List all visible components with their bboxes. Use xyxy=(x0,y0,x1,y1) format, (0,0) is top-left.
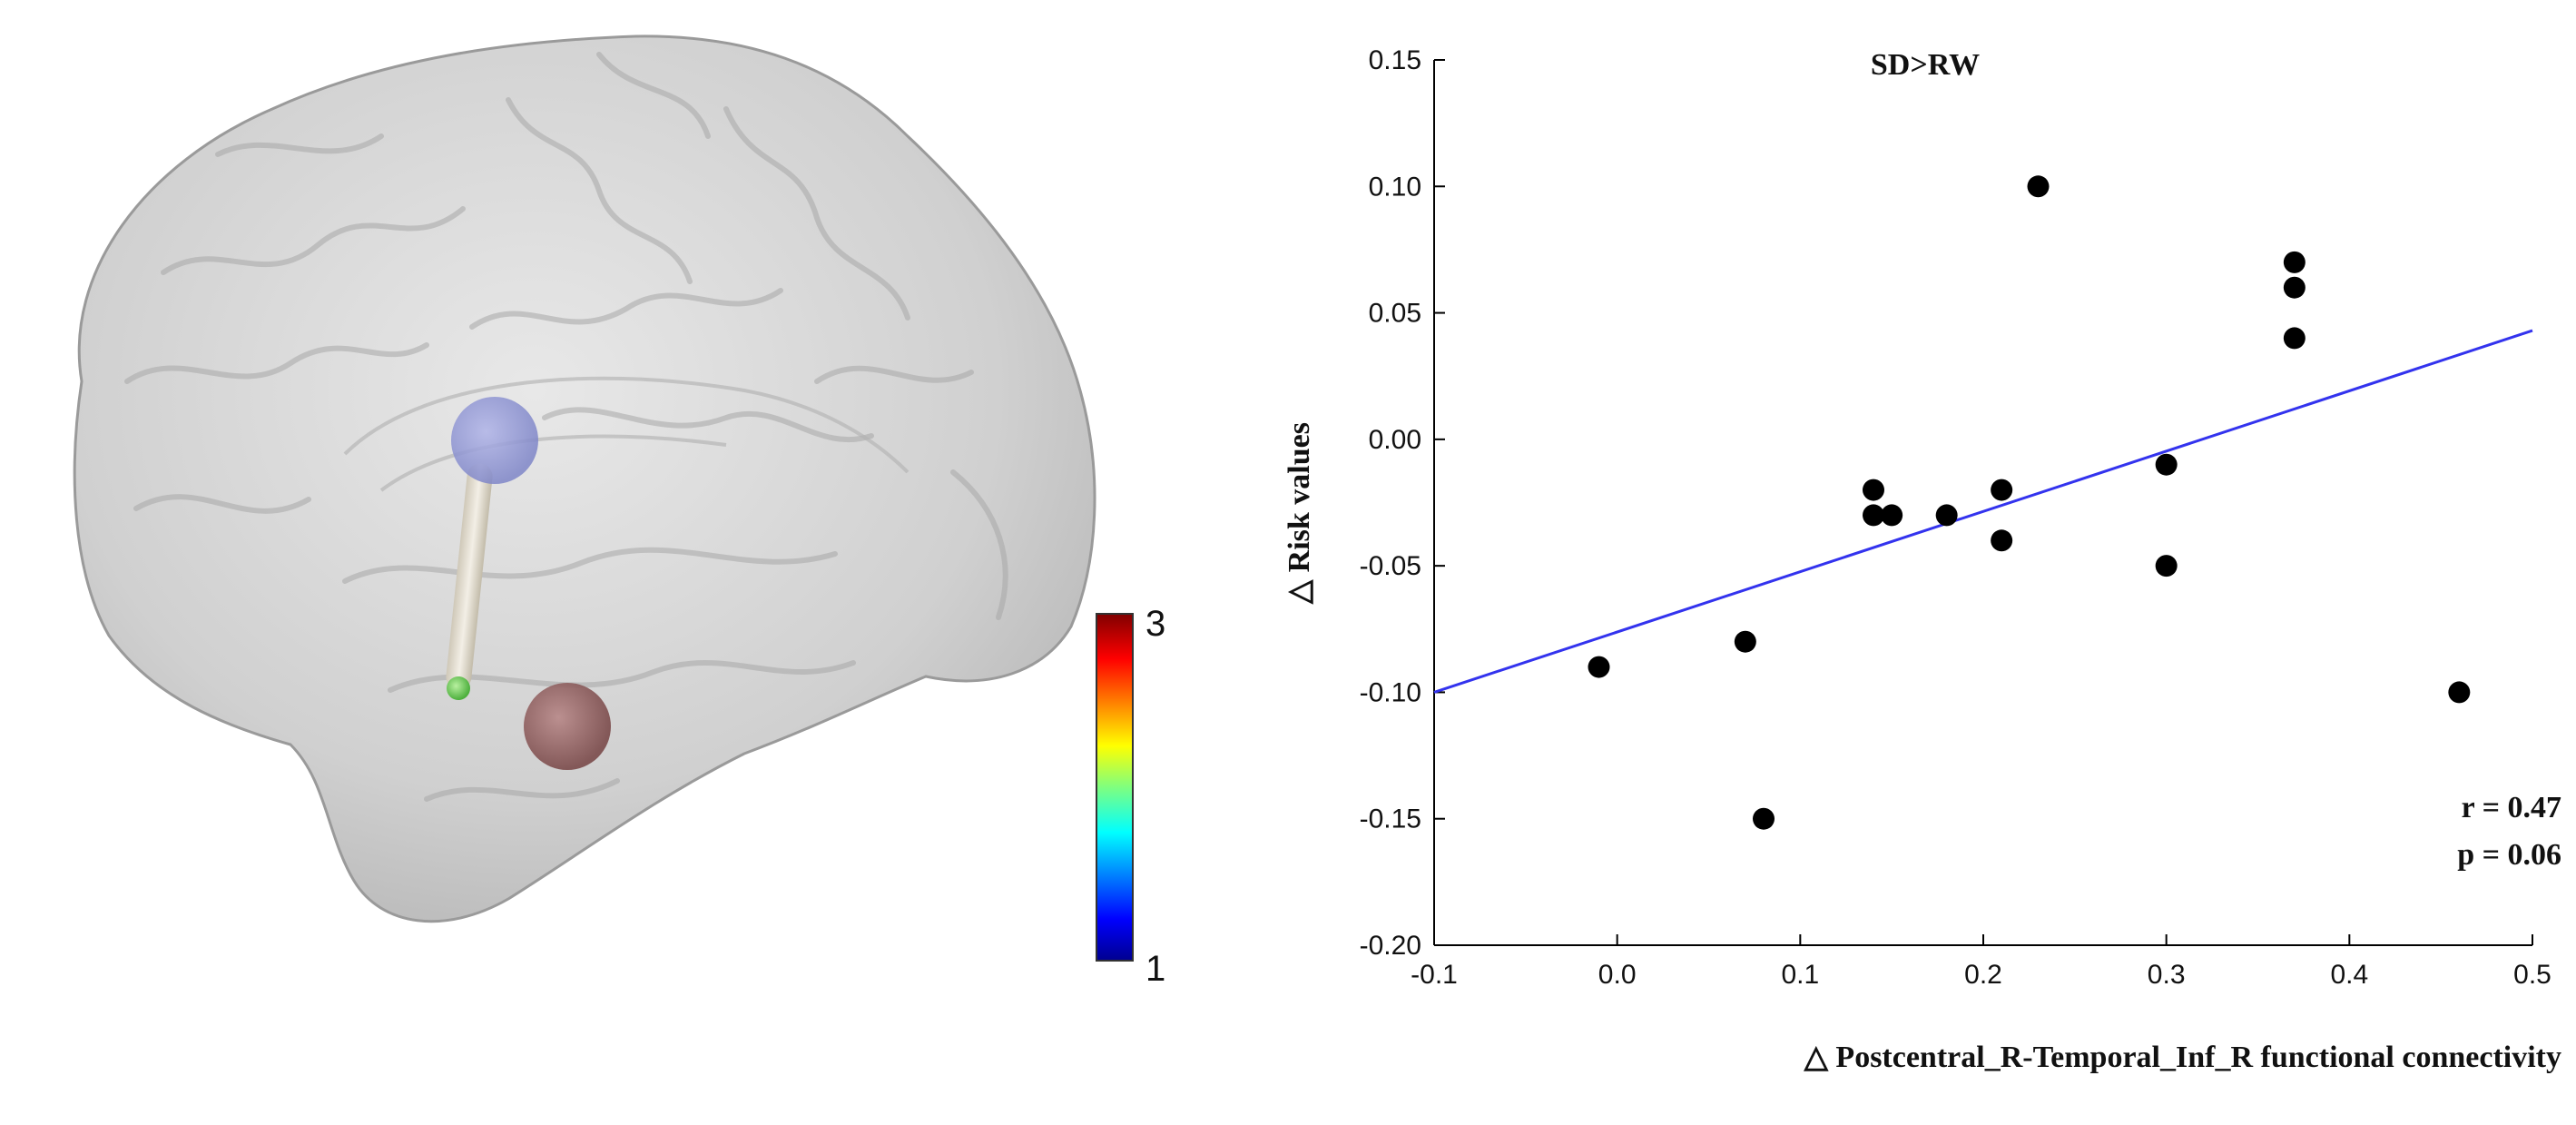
y-axis-label: △ Risk values xyxy=(1283,422,1316,605)
data-point xyxy=(1734,630,1756,653)
x-tick-label: 0.1 xyxy=(1781,960,1819,990)
gyri-pattern xyxy=(124,52,1008,802)
x-tick-label: 0.5 xyxy=(2513,960,2551,990)
data-point xyxy=(1881,504,1903,527)
connection-edge xyxy=(446,463,493,690)
data-point xyxy=(2283,276,2306,299)
regression-line xyxy=(1433,329,2533,694)
x-tick-label: -0.1 xyxy=(1411,960,1458,990)
y-tick-label: -0.10 xyxy=(1360,677,1421,707)
y-tick-label: -0.15 xyxy=(1360,804,1421,834)
data-point xyxy=(2283,251,2306,273)
node-green xyxy=(447,676,470,700)
brain-outline xyxy=(73,35,1096,923)
x-tick-label: 0.2 xyxy=(1964,960,2002,990)
x-axis-ticks: -0.1 0.0 0.1 0.2 0.3 0.4 0.5 xyxy=(1411,934,2551,990)
data-point xyxy=(2283,327,2306,350)
data-point xyxy=(2155,453,2178,476)
data-point xyxy=(1588,656,1610,678)
colorbar-max-label: 3 xyxy=(1145,604,1165,644)
node-blue-postcentral xyxy=(451,397,538,484)
data-point xyxy=(2027,175,2050,198)
chart-title: SD>RW xyxy=(1871,48,1980,82)
brain-connectivity-panel: 3 1 xyxy=(0,0,1234,1120)
x-axis-label: △ Postcentral_R-Temporal_Inf_R functiona… xyxy=(1804,1041,2561,1074)
y-axis-ticks: -0.20 -0.15 -0.10 -0.05 0.00 0.05 0.10 0.15 xyxy=(1360,45,1445,961)
brain-render: 3 1 xyxy=(73,35,1165,989)
annotation-r: r = 0.47 xyxy=(2462,791,2561,824)
data-point xyxy=(1863,504,1884,527)
data-point xyxy=(1935,504,1958,527)
data-point xyxy=(1863,479,1884,501)
y-tick-label: 0.05 xyxy=(1369,299,1421,329)
axes xyxy=(1433,60,2532,946)
x-tick-label: 0.4 xyxy=(2330,960,2368,990)
y-tick-label: -0.20 xyxy=(1360,931,1421,961)
x-tick-label: 0.0 xyxy=(1598,960,1637,990)
scatter-chart: -0.1 0.0 0.1 0.2 0.3 0.4 0.5 -0.20-0.15-0.10-0… xyxy=(1283,45,2561,1074)
data-point xyxy=(1991,479,2013,501)
y-tick-label: 0.10 xyxy=(1369,172,1421,202)
data-point xyxy=(2448,681,2471,704)
colorbar xyxy=(1096,613,1134,962)
y-tick-label: -0.05 xyxy=(1360,551,1421,581)
data-points xyxy=(1588,175,2471,830)
y-tick-label: 0.15 xyxy=(1369,45,1421,75)
data-point xyxy=(1753,807,1775,830)
annotation-p: p = 0.06 xyxy=(2457,838,2561,872)
node-red-temporal xyxy=(524,683,611,770)
scatter-chart-panel: -0.1 0.0 0.1 0.2 0.3 0.4 0.5 -0.20 -0.15 -0.10 -0… xyxy=(1234,0,2576,1120)
data-point xyxy=(2155,555,2178,577)
colorbar-min-label: 1 xyxy=(1145,949,1165,989)
x-tick-label: 0.3 xyxy=(2148,960,2186,990)
y-tick-label: 0.00 xyxy=(1369,425,1421,455)
data-point xyxy=(1991,529,2013,552)
